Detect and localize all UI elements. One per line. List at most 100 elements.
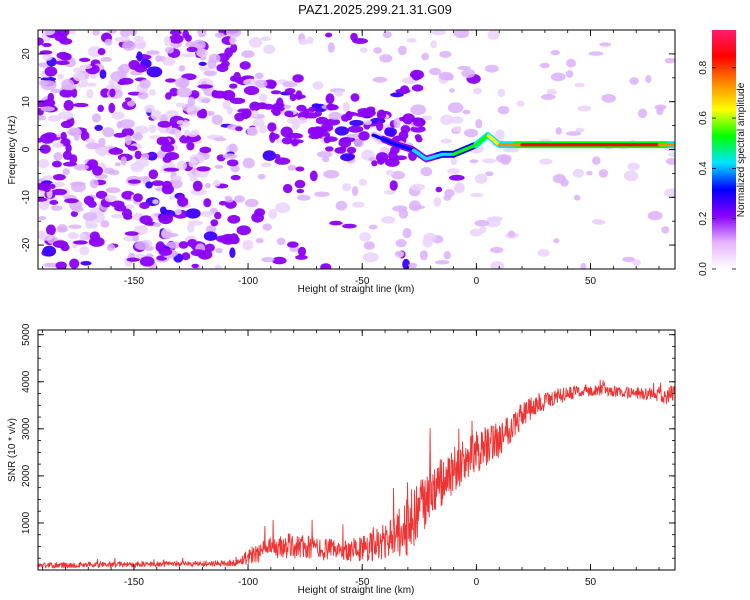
spectrogram-blob bbox=[400, 125, 411, 134]
spectrogram-blob bbox=[187, 222, 195, 233]
spectrogram-blob bbox=[260, 162, 272, 168]
colorbar-tick-label: 0.6 bbox=[698, 111, 709, 125]
spectrogram-blob bbox=[208, 53, 221, 64]
spectrogram-blob bbox=[601, 93, 616, 103]
spectrogram-blob bbox=[168, 195, 176, 200]
spectrogram-blob bbox=[203, 70, 217, 77]
spectrogram-blob bbox=[150, 109, 162, 121]
spectrogram-blob bbox=[105, 187, 121, 194]
spectrogram-blob bbox=[259, 124, 267, 134]
spectrogram-blob bbox=[51, 160, 62, 168]
colorbar-tick-label: 0.2 bbox=[698, 211, 709, 225]
spectrogram-blob bbox=[53, 152, 63, 162]
spectrogram-blob bbox=[243, 85, 260, 96]
spectrogram-blob bbox=[108, 79, 115, 85]
spectrogram-blob bbox=[79, 64, 93, 70]
spectrogram-blob bbox=[103, 167, 115, 174]
spectrogram-blob bbox=[87, 46, 103, 58]
spectrogram-blob bbox=[268, 81, 276, 89]
spectrogram-blob bbox=[419, 250, 428, 261]
spectrogram-blob bbox=[175, 102, 186, 108]
spectrogram-blob bbox=[262, 150, 276, 162]
spectrogram-blob bbox=[186, 141, 195, 151]
spectrogram-blob bbox=[664, 188, 675, 198]
spectrogram-blob bbox=[148, 124, 157, 134]
spectrogram-blob bbox=[340, 153, 355, 162]
spectrogram-blob bbox=[321, 123, 333, 132]
spectrogram-blob bbox=[398, 117, 405, 122]
spectrogram-blob bbox=[165, 92, 172, 100]
spectrogram-blob bbox=[49, 200, 59, 205]
spectrogram-blob bbox=[363, 119, 373, 125]
spectrogram-blob bbox=[69, 258, 80, 269]
spectrogram-blob bbox=[139, 215, 153, 225]
spectrogram-blob bbox=[85, 82, 97, 87]
spectrogram-blob bbox=[661, 226, 670, 234]
spectrogram-blob bbox=[62, 168, 70, 176]
spectrogram-blob bbox=[500, 155, 511, 165]
spectrogram-blob bbox=[384, 127, 397, 137]
snr-panel: -150 -100 -50 0 50 1000 2000 3000 4000 5000 Heig… bbox=[7, 323, 676, 596]
spectrogram-blob bbox=[176, 87, 192, 98]
snr-y-label: SNR (10 * v/v) bbox=[7, 418, 18, 482]
spectrogram-blob bbox=[119, 77, 134, 85]
spectrogram-blob bbox=[453, 183, 465, 194]
spectrogram-blob bbox=[104, 38, 113, 46]
x-tick-label: -150 bbox=[124, 276, 144, 287]
spectrogram-blob bbox=[211, 114, 223, 126]
spectrogram-blob bbox=[226, 30, 242, 38]
x-tick-label: -150 bbox=[124, 577, 144, 588]
spectrogram-blob bbox=[287, 164, 297, 171]
spectrogram-blob bbox=[146, 50, 160, 55]
spectrogram-blob bbox=[44, 66, 58, 77]
spectrogram-blob bbox=[220, 233, 237, 245]
spectrogram-blob bbox=[250, 110, 259, 118]
spectrogram-blob bbox=[55, 261, 67, 269]
spectrogram-blob bbox=[283, 104, 291, 109]
spectrogram-blob bbox=[490, 246, 504, 254]
spectrogram-blob bbox=[592, 156, 601, 165]
spectrogram-blob bbox=[38, 37, 44, 46]
spectrogram-blob bbox=[107, 30, 118, 34]
spectrogram-y-axis: -20 -10 0 10 20 bbox=[21, 29, 675, 270]
spectrogram-blob bbox=[315, 116, 329, 125]
spectrogram-blob bbox=[159, 206, 167, 214]
spectrogram-blob bbox=[229, 247, 236, 258]
spectrogram-blob bbox=[341, 183, 352, 192]
spectrogram-blob bbox=[566, 58, 576, 68]
spectrogram-blob bbox=[133, 193, 143, 203]
spectrogram-blob bbox=[295, 166, 305, 172]
spectrogram-blob bbox=[136, 51, 143, 62]
spectrogram-blob bbox=[322, 156, 330, 163]
spectrogram-blob bbox=[588, 51, 604, 56]
spectrogram-blob bbox=[235, 126, 243, 132]
spectrogram-blob bbox=[349, 119, 364, 127]
spectrogram-blob bbox=[51, 188, 67, 196]
spectrogram-blob bbox=[497, 105, 510, 115]
spectrogram-blob bbox=[91, 113, 101, 123]
spectrogram-blob bbox=[431, 30, 446, 36]
spectrogram-blob bbox=[127, 179, 141, 184]
spectrogram-blob bbox=[379, 54, 393, 63]
spectrogram-blob bbox=[350, 93, 360, 102]
spectrogram-blob bbox=[242, 157, 255, 169]
spectrogram-blob bbox=[135, 158, 149, 168]
spectrogram-blob bbox=[190, 188, 207, 196]
spectrogram-blob bbox=[668, 152, 675, 157]
spectrogram-blob bbox=[350, 32, 358, 42]
spectrogram-blob bbox=[474, 219, 490, 227]
spectrogram-blob bbox=[268, 209, 278, 219]
spectrogram-blob bbox=[546, 89, 557, 95]
spectrogram-blob bbox=[65, 143, 72, 153]
spectrogram-blob bbox=[565, 70, 574, 78]
x-tick-label: 0 bbox=[474, 577, 480, 588]
spectrogram-blob bbox=[86, 89, 94, 99]
spectrogram-blob bbox=[42, 99, 56, 107]
spectrogram-blob bbox=[354, 137, 364, 148]
spectrogram-blob bbox=[366, 106, 376, 113]
spectrogram-blob bbox=[108, 147, 124, 155]
spectrogram-blob bbox=[656, 106, 664, 116]
spectrogram-blob bbox=[397, 45, 407, 56]
spectrogram-blob bbox=[89, 179, 99, 189]
